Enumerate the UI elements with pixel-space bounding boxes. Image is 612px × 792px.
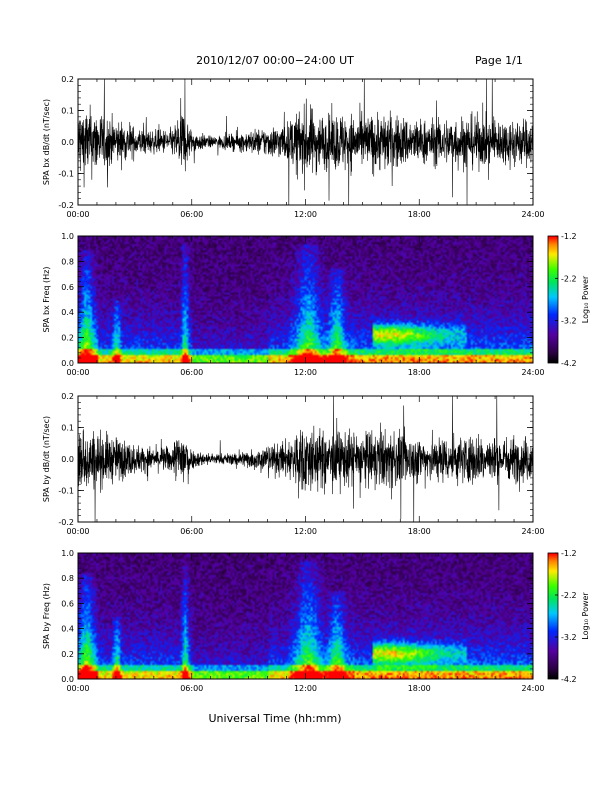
y-axis-label: SPA by Freq (Hz) (42, 583, 51, 649)
page-indicator: Page 1/1 (475, 54, 523, 67)
panels: -0.2 -0.1 0.0 0.1 0.2 00:00 06:00 12:00 18:00 24:… (42, 75, 590, 693)
x-tick-label: 24:00 (521, 527, 544, 536)
x-tick-label: 12:00 (294, 210, 317, 219)
y-tick-label: 1.0 (61, 549, 74, 558)
colorbar-frame (547, 235, 559, 364)
y-axis-label: SPA by dB/dt (nT/sec) (42, 416, 51, 502)
colorbar-tick-label: -4.2 (561, 675, 577, 684)
waveform-trace (78, 79, 533, 205)
x-tick-label: 18:00 (408, 210, 431, 219)
y-tick-label: 0.6 (61, 599, 74, 608)
x-tick-label: 00:00 (66, 368, 89, 377)
bx-spectrogram-panel: -1.2 -2.2 -3.2 -4.2 Log₁₀ Power 0.0 0.2 0.4 0.6 0… (42, 232, 590, 377)
x-tick-label: 00:00 (66, 210, 89, 219)
colorbar (548, 236, 558, 363)
y-tick-label: -0.1 (58, 170, 74, 179)
colorbar-tick-label: -3.2 (561, 317, 577, 326)
y-tick-label: 0.0 (61, 675, 74, 684)
x-tick-label: 24:00 (521, 368, 544, 377)
x-tick-label: 18:00 (408, 527, 431, 536)
y-tick-label: 0.2 (61, 650, 74, 659)
colorbar-label: Log₁₀ Power (581, 275, 590, 323)
x-tick-label: 00:00 (66, 684, 89, 693)
colorbar-label: Log₁₀ Power (581, 592, 590, 640)
x-tick-label: 06:00 (180, 527, 203, 536)
y-tick-label: 0.0 (61, 138, 74, 147)
x-tick-label: 24:00 (521, 684, 544, 693)
by-waveform-panel: -0.2 -0.1 0.0 0.1 0.2 00:00 06:00 12:00 18:00 24:… (42, 392, 545, 536)
y-tick-label: 0.0 (61, 455, 74, 464)
x-tick-label: 00:00 (66, 527, 89, 536)
spectrogram-image (78, 553, 533, 679)
y-tick-label: 0.8 (61, 574, 74, 583)
y-tick-label: 0.1 (61, 424, 74, 433)
colorbar-frame (547, 552, 559, 680)
colorbar-tick-label: -1.2 (561, 232, 577, 241)
y-tick-label: 0.2 (61, 334, 74, 343)
y-tick-label: 1.0 (61, 232, 74, 241)
colorbar-tick-label: -1.2 (561, 549, 577, 558)
x-tick-label: 12:00 (294, 368, 317, 377)
y-tick-label: 0.4 (61, 308, 74, 317)
y-tick-label: 0.6 (61, 283, 74, 292)
colorbar-tick-label: -3.2 (561, 633, 577, 642)
x-tick-label: 24:00 (521, 210, 544, 219)
x-tick-label: 12:00 (294, 527, 317, 536)
x-tick-label: 06:00 (180, 368, 203, 377)
y-axis-label: SPA bx dB/dt (nT/sec) (42, 99, 51, 185)
y-tick-label: -0.1 (58, 487, 74, 496)
y-tick-label: 0.1 (61, 107, 74, 116)
x-tick-label: 18:00 (408, 684, 431, 693)
y-tick-label: -0.2 (58, 518, 74, 527)
colorbar-tick-label: -2.2 (561, 591, 577, 600)
x-tick-label: 06:00 (180, 684, 203, 693)
y-tick-label: -0.2 (58, 201, 74, 210)
y-tick-label: 0.8 (61, 257, 74, 266)
colorbar (548, 553, 558, 679)
x-tick-label: 18:00 (408, 368, 431, 377)
x-tick-label: 12:00 (294, 684, 317, 693)
colorbar-tick-label: -2.2 (561, 274, 577, 283)
by-spectrogram-panel: -1.2 -2.2 -3.2 -4.2 Log₁₀ Power 0.0 0.2 0.4 0.6 0… (42, 549, 590, 693)
spectrogram-image (78, 236, 533, 363)
y-axis-label: SPA bx Freq (Hz) (42, 267, 51, 333)
y-tick-label: 0.4 (61, 625, 74, 634)
figure-title: 2010/12/07 00:00−24:00 UT (196, 54, 354, 67)
waveform-trace (78, 396, 533, 522)
x-axis-label: Universal Time (hh:mm) (209, 712, 342, 725)
y-tick-label: 0.2 (61, 75, 74, 84)
y-tick-label: 0.2 (61, 392, 74, 401)
y-tick-label: 0.0 (61, 359, 74, 368)
colorbar-tick-label: -4.2 (561, 359, 577, 368)
x-tick-label: 06:00 (180, 210, 203, 219)
bx-waveform-panel: -0.2 -0.1 0.0 0.1 0.2 00:00 06:00 12:00 18:00 24:… (42, 75, 545, 219)
